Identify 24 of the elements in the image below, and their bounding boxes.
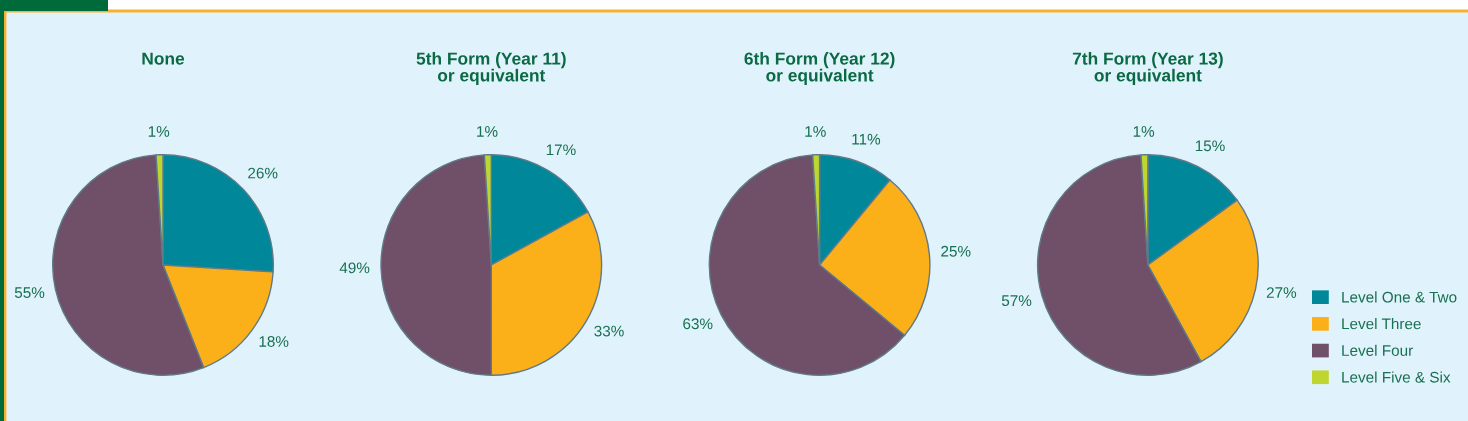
data-label: 1% [1133, 126, 1155, 137]
data-label: 18% [259, 336, 289, 347]
legend-label: Level Five & Six [1342, 371, 1451, 383]
data-label: 1% [805, 126, 826, 137]
data-label: 57% [1001, 295, 1032, 307]
data-label: 33% [594, 325, 624, 337]
data-label: 11% [852, 133, 881, 145]
legend-label: Level Four [1342, 344, 1413, 356]
data-label: 55% [14, 287, 45, 298]
data-label: 1% [148, 126, 170, 137]
data-label: 63% [683, 318, 713, 330]
data-label: 15% [1195, 140, 1225, 152]
chart-title: 6th Form (Year 12) or equivalent [744, 52, 895, 85]
data-label: 49% [339, 262, 370, 274]
chart-title: None [142, 52, 185, 65]
data-label: 27% [1266, 287, 1297, 298]
data-label: 25% [941, 245, 971, 257]
chart-title: 7th Form (Year 13) or equivalent [1072, 52, 1223, 85]
legend-label: Level Three [1342, 318, 1421, 330]
legend-label: Level One & Two [1342, 291, 1457, 303]
data-label: 26% [248, 167, 278, 179]
chart-title: 5th Form (Year 11) or equivalent [416, 52, 566, 85]
data-label: 1% [477, 126, 498, 137]
data-label: 17% [546, 144, 576, 156]
